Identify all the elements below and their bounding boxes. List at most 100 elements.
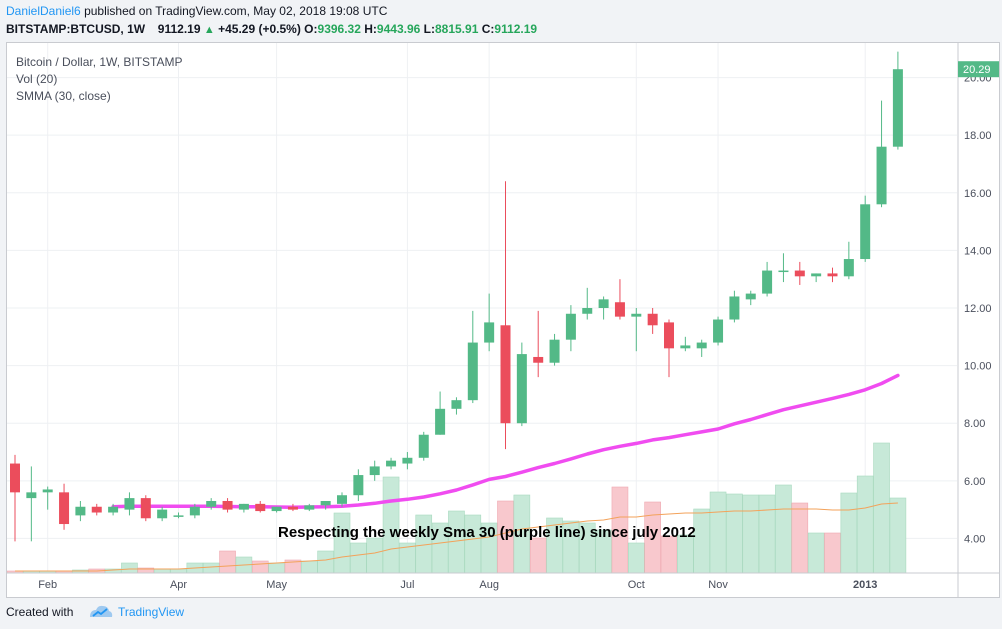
candle-body (222, 500, 233, 510)
candle-body (402, 457, 413, 464)
time-tick-label: Nov (708, 579, 728, 591)
time-tick-label: Oct (628, 579, 645, 591)
tradingview-brand-link[interactable]: TradingView (118, 605, 185, 619)
candle-body (892, 69, 903, 147)
volume-bar (726, 493, 743, 574)
time-tick-label: May (266, 579, 287, 591)
candle-body (467, 342, 478, 401)
candle-body (189, 506, 200, 516)
candle-body (353, 475, 364, 496)
time-tick-label: Jul (400, 579, 414, 591)
low-value: 8815.91 (434, 22, 479, 36)
price-tick-label: 10.00 (964, 361, 992, 373)
annotation-text: Respecting the weekly Sma 30 (purple lin… (278, 524, 696, 541)
price-tick-label: 6.00 (964, 476, 985, 488)
candle-body (320, 500, 331, 506)
volume-bar (268, 562, 285, 574)
price-tick-label: 18.00 (964, 130, 992, 142)
close-label: C: (481, 22, 495, 36)
symbol-info: BITSTAMP:BTCUSD, 1W 9112.19 ▲ +45.29 (+0… (6, 22, 537, 36)
time-tick-label: 2013 (853, 579, 877, 591)
candle-body (206, 500, 217, 507)
legend-vol: Vol (20) (16, 72, 58, 86)
footer-bar: Created with TradingView (0, 598, 1002, 629)
chart-pane[interactable]: 4.00 6.00 8.00 10.00 12.00 14.00 16.00 18.00 20.… (6, 42, 1000, 598)
volume-bar (758, 494, 776, 574)
candle-body (108, 506, 119, 513)
candle-body (271, 506, 282, 512)
candle-body (696, 342, 707, 349)
high-value: 9443.96 (376, 22, 421, 36)
volume-bar (742, 494, 760, 574)
close-value: 9112.19 (494, 22, 538, 36)
volume-bar (889, 497, 907, 574)
candle-body (500, 325, 511, 424)
last-price: 9112.19 (157, 22, 201, 36)
high-label: H: (364, 22, 377, 36)
candle-body (582, 308, 593, 314)
candle-body (533, 356, 544, 363)
candle-body (713, 319, 724, 343)
symbol-label: BITSTAMP:BTCUSD, 1W (6, 22, 146, 36)
time-tick-label: Apr (170, 579, 187, 591)
time-tick-label: Aug (479, 579, 499, 591)
volume-bar (840, 492, 858, 574)
candle-body (386, 460, 397, 467)
candle-body (255, 503, 266, 512)
price-axis-bg (958, 43, 999, 597)
candle-body (794, 270, 805, 277)
volume-bar (873, 442, 890, 574)
chart-legend: Bitcoin / Dollar, 1W, BITSTAMP Vol (20) … (16, 54, 183, 105)
time-tick-label: Feb (38, 579, 57, 591)
volume-bar (121, 562, 138, 574)
candle-body (26, 492, 37, 499)
volume-bar (824, 532, 841, 574)
candle-body (614, 302, 625, 317)
candle-body (304, 505, 315, 510)
candle-body (647, 313, 658, 326)
volume-bar (317, 550, 334, 574)
candle-body (762, 270, 773, 294)
volume-bar (202, 562, 220, 574)
volume-bar (251, 560, 269, 574)
volume-bar (775, 484, 792, 574)
candle-body (418, 434, 429, 458)
header-bar: DanielDaniel6 published on TradingView.c… (0, 0, 1002, 42)
author-link[interactable]: DanielDaniel6 (6, 4, 81, 18)
candle-body (516, 354, 527, 424)
price-chart[interactable]: 4.00 6.00 8.00 10.00 12.00 14.00 16.00 18.00 20.… (7, 43, 999, 597)
tradingview-logo-icon (90, 605, 113, 617)
volume-bar (366, 537, 384, 574)
volume-bar (529, 537, 547, 574)
candle-body (664, 322, 674, 349)
volume-bar (693, 508, 711, 574)
candle-body (745, 293, 756, 300)
candle-body (484, 322, 495, 343)
candle-body (565, 313, 576, 340)
candle-body (435, 408, 446, 435)
price-tick-label: 16.00 (964, 188, 992, 200)
legend-title: Bitcoin / Dollar, 1W, BITSTAMP (16, 55, 183, 69)
candle-body (75, 506, 86, 516)
volume-bar (333, 512, 351, 574)
candle-body (843, 259, 854, 277)
created-with-text: Created with (6, 605, 74, 619)
candle-body (811, 273, 822, 277)
price-tick-label: 12.00 (964, 303, 992, 315)
candle-body (369, 466, 380, 476)
candle-body (598, 299, 609, 308)
candle-body (778, 270, 789, 273)
candle-body (140, 498, 151, 519)
candle-body (876, 146, 887, 205)
candle-body (631, 313, 642, 317)
price-tick-label: 14.00 (964, 245, 992, 257)
price-tick-label: 8.00 (964, 418, 985, 430)
candle-body (42, 489, 53, 493)
candle-body (10, 463, 20, 493)
candle-body (451, 400, 462, 409)
volume-bar (350, 542, 367, 574)
volume-bar (170, 568, 187, 574)
candle-body (157, 509, 168, 519)
volume-bar (856, 475, 874, 574)
candle-body (860, 204, 871, 260)
